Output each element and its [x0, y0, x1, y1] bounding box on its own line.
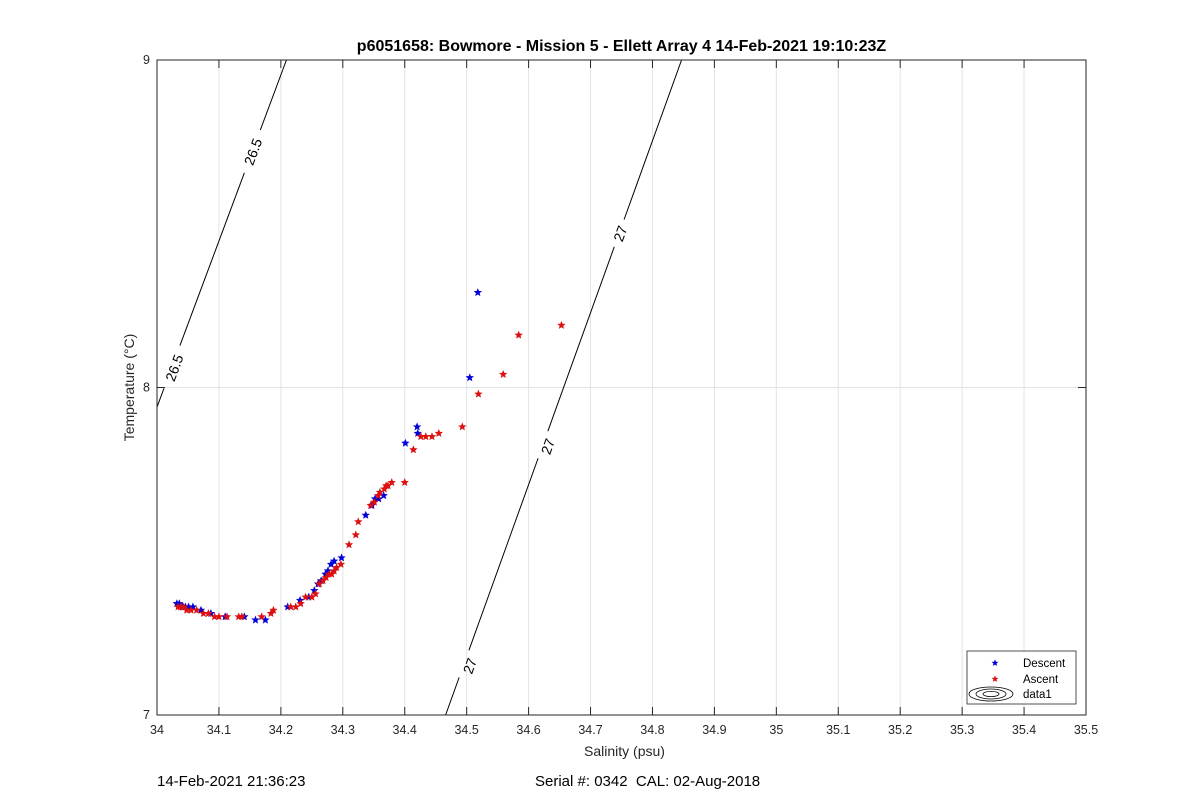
ascent-point: [416, 432, 425, 441]
ascent-point: [557, 320, 566, 329]
x-tick-label: 35: [769, 723, 783, 737]
descent-point: [413, 428, 422, 437]
descent-point: [329, 556, 339, 565]
x-tick-label: 35.5: [1074, 723, 1098, 737]
x-tick-label: 35.1: [826, 723, 850, 737]
y-axis-label: Temperature (°C): [121, 334, 137, 442]
ascent-point: [458, 422, 467, 431]
ascent-point: [199, 609, 208, 618]
ascent-point: [380, 484, 389, 493]
x-tick-label: 34: [150, 723, 164, 737]
footer-serial-cal: Serial #: 0342 CAL: 02-Aug-2018: [535, 773, 761, 790]
ascent-point: [387, 478, 396, 487]
isopycnal-segment: [468, 458, 539, 651]
x-tick-label: 35.3: [950, 723, 974, 737]
x-tick-label: 34.2: [269, 723, 293, 737]
ascent-point: [257, 612, 266, 621]
isopycnal-segment: [179, 172, 245, 346]
ascent-point: [286, 602, 295, 611]
x-tick-label: 34.7: [578, 723, 602, 737]
legend-label: Ascent: [1023, 674, 1059, 686]
legend-box: [966, 650, 1077, 705]
ascent-point: [400, 478, 409, 487]
ascent-point: [370, 497, 379, 506]
ascent-point: [173, 602, 183, 611]
ascent-point: [321, 573, 331, 581]
isopycnal-segment: [259, 60, 287, 131]
isopycnal-segment: [445, 677, 460, 715]
ascent-point: [409, 445, 418, 454]
descent-point: [361, 510, 370, 519]
ascent-point: [514, 330, 523, 339]
descent-point: [465, 373, 474, 382]
footer-timestamp: 14-Feb-2021 21:36:23: [157, 773, 306, 790]
isopycnal-27: [445, 60, 683, 715]
x-tick-label: 35.4: [1012, 723, 1036, 737]
ascent-point: [354, 517, 363, 526]
x-tick-label: 34.1: [207, 723, 231, 737]
descent-point: [337, 553, 346, 562]
descent-point: [326, 559, 336, 568]
ascent-point: [210, 612, 219, 621]
descent-point: [251, 615, 260, 624]
ascent-point: [434, 428, 443, 437]
isopycnal-segment: [623, 60, 683, 220]
axes-box: [156, 59, 1087, 716]
ascent-point: [318, 576, 328, 585]
ascent-point: [315, 579, 324, 588]
descent-point: [401, 438, 410, 447]
grid-lines: [156, 59, 1087, 716]
x-tick-label: 34.6: [516, 723, 540, 737]
ascent-point: [366, 501, 375, 509]
x-tick-label: 34.5: [454, 723, 478, 737]
x-tick-label: 34.4: [393, 723, 417, 737]
ascent-point: [336, 559, 346, 568]
isopycnal-label: 27: [610, 223, 630, 243]
ascent-point: [344, 540, 354, 549]
x-tick-label: 34.8: [640, 723, 664, 737]
ascent-point: [234, 612, 243, 621]
ascent-point: [296, 599, 305, 608]
x-tick-label: 34.9: [702, 723, 726, 737]
legend: Descent Ascent data1: [966, 650, 1077, 705]
x-axis-label: Salinity (psu): [584, 743, 665, 759]
descent-point: [412, 422, 422, 431]
ascent-point: [266, 609, 276, 618]
ascent-point: [325, 569, 334, 578]
ascent-point: [222, 612, 232, 621]
isopycnal-label: 27: [538, 436, 558, 456]
legend-contour-marker: [968, 686, 1014, 702]
y-tick-label: 7: [143, 708, 150, 722]
legend-contour-marker: [975, 688, 1007, 700]
ascent-point: [351, 530, 360, 539]
y-tick-label: 8: [143, 381, 150, 395]
isopycnal-segment: [547, 246, 615, 432]
chart-title: p6051658: Bowmore - Mission 5 - Ellett A…: [357, 38, 887, 55]
descent-point: [473, 288, 482, 297]
ascent-point: [311, 589, 320, 598]
series-ascent: [173, 320, 566, 621]
x-tick-label: 34.3: [331, 723, 355, 737]
y-tick-label: 9: [143, 53, 150, 67]
x-tick-label: 35.2: [888, 723, 912, 737]
ascent-point: [373, 491, 383, 500]
legend-label: data1: [1023, 689, 1052, 701]
legend-contour-marker: [982, 691, 1000, 698]
isopycnal-label: 27: [460, 656, 480, 676]
ascent-point: [474, 389, 483, 398]
ascent-point: [301, 592, 310, 601]
legend-label: Descent: [1023, 658, 1066, 670]
legend-descent-marker: [991, 659, 999, 666]
legend-ascent-marker: [991, 675, 999, 682]
ascent-point: [499, 370, 508, 378]
